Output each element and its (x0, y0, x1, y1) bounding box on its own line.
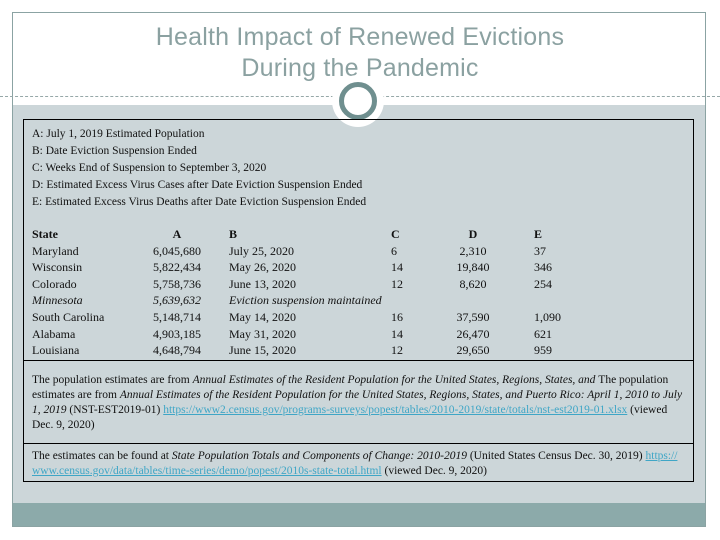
footnote2-source: (United States Census Dec. 30, 2019) (469, 450, 646, 462)
footnote1-text: The population estimates are from (32, 374, 669, 401)
cell-state: Alabama (32, 326, 76, 341)
census-xlsx-link[interactable]: https://www2.census.gov/programs-surveys… (163, 404, 628, 416)
cell-c: 16 (391, 309, 403, 324)
legend-item-a: A: July 1, 2019 Estimated Population (32, 128, 205, 140)
table-row: Louisiana 4,648,794 June 15, 2020 12 29,… (32, 343, 685, 360)
footnote-state-totals: The estimates can be found at State Popu… (24, 443, 693, 481)
cell-b: May 31, 2020 (229, 326, 296, 341)
cell-e: 621 (534, 326, 552, 341)
cell-state: Louisiana (32, 343, 80, 358)
footnote2-text: The estimates can be found at (32, 450, 172, 462)
cell-c: 12 (391, 276, 403, 291)
footnote2-citation-italic: State Population Totals and Components o… (171, 450, 470, 462)
legend-and-table-section: A: July 1, 2019 Estimated Population B: … (24, 120, 693, 360)
table-row: Colorado 5,758,736 June 13, 2020 12 8,62… (32, 277, 685, 294)
table-header-row: State A B C D E (32, 227, 685, 244)
footnote1-citation-italic: Annual Estimates of the Resident Populat… (192, 374, 599, 386)
header-d: D (468, 227, 478, 241)
header-state: State (32, 227, 58, 241)
cell-b: May 26, 2020 (229, 260, 296, 275)
cell-state: Maryland (32, 243, 79, 258)
cell-a: 4,903,185 (153, 326, 201, 341)
cell-b: Eviction suspension maintained (229, 293, 382, 308)
table-row: Alabama 4,903,185 May 31, 2020 14 26,470… (32, 327, 685, 344)
footnote1-citation-italic: Annual Estimates of the Resident Populat… (32, 389, 683, 416)
header-e: E (534, 227, 543, 241)
cell-b: June 13, 2020 (229, 276, 296, 291)
content-box: A: July 1, 2019 Estimated Population B: … (23, 119, 694, 482)
cell-c: 14 (391, 260, 403, 275)
cell-c: 12 (391, 343, 403, 358)
column-key-legend: A: July 1, 2019 Estimated Population B: … (32, 126, 685, 211)
cell-d: 8,620 (459, 276, 487, 291)
cell-a: 5,148,714 (153, 309, 201, 324)
header-a: A (172, 227, 182, 241)
cell-b: May 14, 2020 (229, 309, 296, 324)
cell-d: 2,310 (459, 243, 487, 258)
cell-e: 254 (534, 276, 552, 291)
state-data-table: State A B C D E Maryland 6,045,680 July … (32, 227, 685, 360)
table-row: Maryland 6,045,680 July 25, 2020 6 2,310… (32, 244, 685, 261)
cell-e: 1,090 (534, 309, 561, 324)
cell-c: 6 (391, 243, 397, 258)
header-c: C (391, 227, 400, 241)
cell-c: 14 (391, 326, 403, 341)
cell-d: 26,470 (456, 326, 490, 341)
legend-item-c: C: Weeks End of Suspension to September … (32, 162, 267, 174)
cell-a: 6,045,680 (153, 243, 201, 258)
legend-item-e: E: Estimated Excess Virus Deaths after D… (32, 196, 367, 208)
cell-e: 37 (534, 243, 546, 258)
cell-d: 19,840 (456, 260, 490, 275)
cell-a: 5,639,632 (153, 293, 201, 308)
footer-accent-band (12, 503, 706, 527)
cell-d: 29,650 (456, 343, 490, 358)
table-row-minnesota-maintained: Minnesota 5,639,632 Eviction suspension … (32, 293, 685, 310)
footnote1-text: The population estimates are from (32, 374, 193, 386)
cell-a: 4,648,794 (153, 343, 201, 358)
legend-item-b: B: Date Eviction Suspension Ended (32, 145, 197, 157)
cell-state: Minnesota (32, 293, 83, 308)
slide-title-line1: Health Impact of Renewed Evictions (155, 23, 565, 51)
legend-item-d: D: Estimated Excess Virus Cases after Da… (32, 179, 363, 191)
cell-a: 5,758,736 (153, 276, 201, 291)
footnote1-viewed-date: (viewed Dec. 9, 2020) (32, 404, 668, 431)
table-row: Wisconsin 5,822,434 May 26, 2020 14 19,8… (32, 260, 685, 277)
slide-title: Health Impact of Renewed Evictions Durin… (12, 22, 708, 84)
footnote2-viewed-date: (viewed Dec. 9, 2020) (381, 465, 488, 477)
content-panel (12, 105, 706, 503)
footnote1-report-id: (NST-EST2019-01) (69, 404, 164, 416)
cell-e: 959 (534, 343, 552, 358)
cell-state: South Carolina (32, 309, 105, 324)
cell-a: 5,822,434 (153, 260, 201, 275)
cell-b: June 15, 2020 (229, 343, 296, 358)
cell-state: Colorado (32, 276, 77, 291)
census-state-total-link[interactable]: https://www.census.gov/data/tables/time-… (32, 450, 678, 477)
footnote-population-estimates: The population estimates are from Annual… (24, 360, 693, 443)
table-row: South Carolina 5,148,714 May 14, 2020 16… (32, 310, 685, 327)
ring-ornament-icon (339, 82, 377, 120)
cell-b: July 25, 2020 (229, 243, 295, 258)
cell-state: Wisconsin (32, 260, 83, 275)
header-b: B (229, 227, 238, 241)
cell-e: 346 (534, 260, 552, 275)
cell-d: 37,590 (456, 309, 490, 324)
